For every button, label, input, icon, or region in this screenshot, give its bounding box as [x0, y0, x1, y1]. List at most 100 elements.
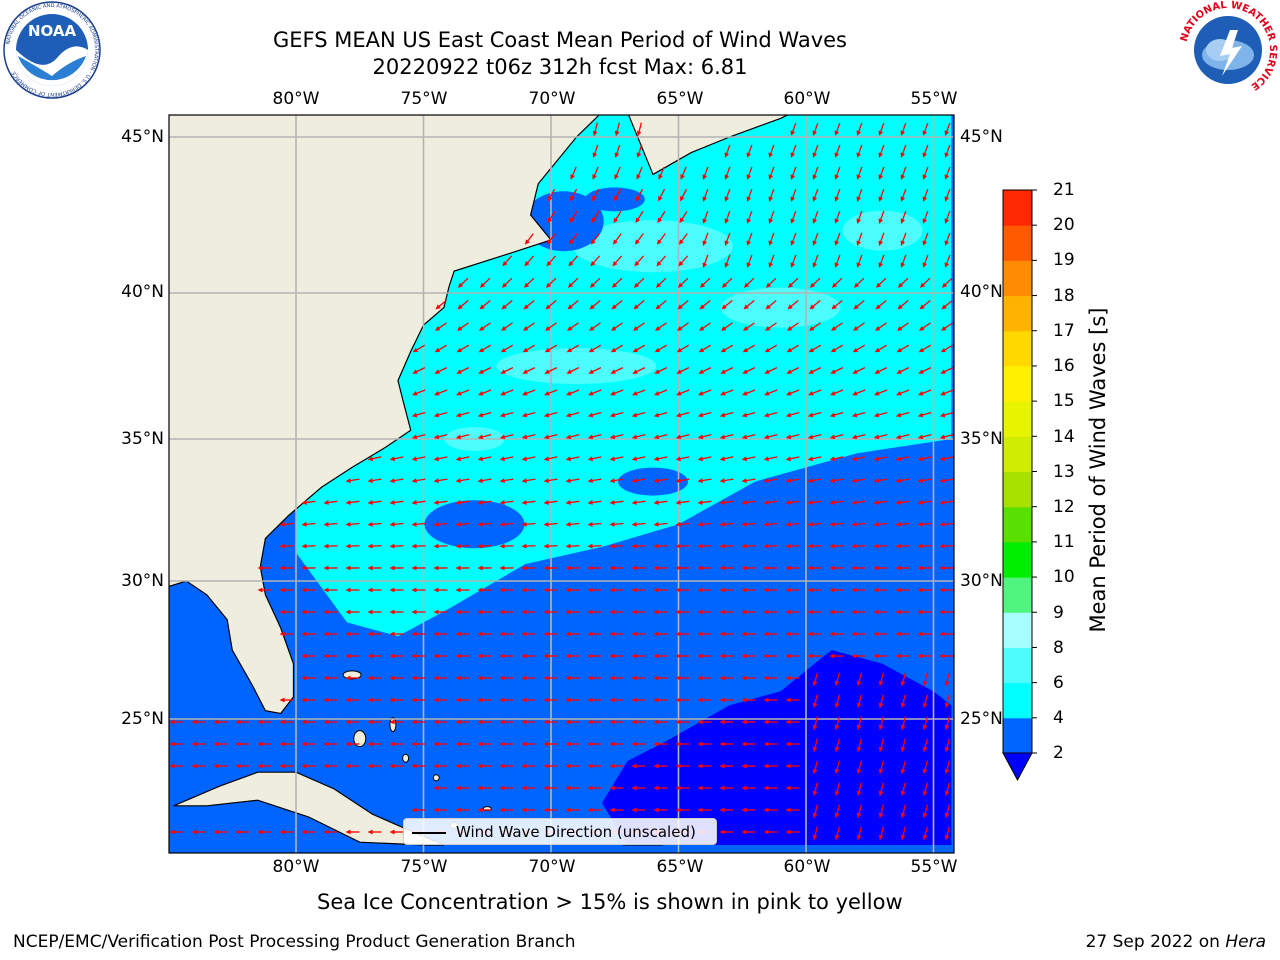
wind-wave-arrow [746, 210, 753, 224]
wind-wave-arrow [455, 675, 470, 681]
wind-wave-arrow [609, 741, 624, 747]
wind-wave-arrow [939, 631, 954, 637]
arrow-head [829, 434, 836, 440]
arrow-head [455, 675, 461, 681]
wind-wave-arrow [719, 807, 734, 813]
colorbar-tick: 13 [1053, 462, 1075, 482]
arrow-head [834, 768, 840, 775]
arrow-head [812, 174, 818, 180]
wind-wave-arrow [785, 456, 800, 462]
wind-wave-arrow [609, 434, 624, 440]
wind-wave-arrow [719, 675, 734, 681]
arrow-head [433, 675, 439, 681]
arrow-head [856, 834, 862, 841]
wind-wave-arrow [697, 653, 712, 659]
wind-wave-arrow [895, 434, 910, 440]
arrow-head [433, 521, 439, 527]
wind-wave-arrow [829, 543, 844, 549]
wind-wave-arrow [279, 741, 294, 747]
wind-wave-arrow [741, 807, 756, 813]
wind-wave-arrow [169, 763, 184, 769]
wind-wave-arrow [897, 277, 909, 288]
arrow-head [389, 500, 395, 505]
wind-wave-arrow [719, 609, 734, 615]
wind-wave-arrow [675, 741, 690, 747]
arrow-head [768, 262, 774, 268]
wind-wave-arrow [676, 344, 690, 353]
arrow-head [676, 391, 682, 396]
wind-wave-arrow [279, 829, 294, 835]
wind-wave-arrow [878, 144, 885, 158]
arrow-head [812, 130, 818, 136]
footer-machine: Hera [1225, 932, 1266, 952]
arrow-head [367, 697, 373, 703]
wind-wave-arrow [543, 675, 558, 681]
wind-wave-arrow [834, 804, 841, 819]
arrow-head [873, 500, 879, 505]
arrow-head [900, 812, 906, 819]
arrow-head [323, 719, 329, 725]
wind-wave-arrow [456, 344, 470, 353]
wind-wave-arrow [873, 565, 888, 571]
arrow-head [675, 412, 682, 418]
arrow-head [635, 217, 641, 224]
wind-wave-arrow [411, 609, 426, 615]
arrow-head [812, 240, 818, 246]
arrow-head [345, 587, 351, 593]
arrow-head [301, 675, 307, 681]
wind-wave-arrow [807, 587, 822, 593]
wind-wave-arrow [944, 122, 951, 136]
arrow-head [851, 521, 857, 527]
arrow-head [944, 218, 950, 224]
footer-date-text: 27 Sep 2022 on [1085, 932, 1220, 952]
arrow-head [812, 262, 818, 268]
arrow-head [922, 746, 928, 753]
wind-wave-arrow [455, 609, 470, 615]
arrow-head [499, 763, 505, 769]
wind-wave-arrow [856, 672, 863, 687]
arrow-head [455, 587, 461, 593]
arrow-head [478, 369, 484, 374]
wind-wave-arrow [702, 254, 709, 268]
arrow-head [433, 785, 439, 791]
arrow-head [610, 369, 616, 374]
arrow-head [301, 500, 307, 505]
arrow-head [719, 829, 725, 835]
wind-wave-arrow [565, 565, 580, 571]
arrow-head [433, 741, 439, 747]
arrow-head [565, 741, 571, 747]
arrow-head [235, 741, 241, 747]
wind-wave-arrow [367, 763, 382, 769]
lat-tick-left: 25°N [121, 709, 164, 729]
arrow-head [721, 326, 727, 331]
arrow-head [389, 456, 396, 462]
arrow-head [741, 478, 747, 483]
wind-wave-arrow [763, 763, 778, 769]
wind-wave-arrow [367, 631, 382, 637]
colorbar-segment [1003, 647, 1032, 684]
wind-wave-arrow [653, 785, 668, 791]
wind-wave-arrow [697, 543, 712, 549]
arrow-head [499, 412, 506, 418]
wind-wave-arrow [741, 631, 756, 637]
arrow-head [323, 543, 329, 549]
arrow-head [878, 702, 884, 709]
wind-wave-arrow [834, 254, 841, 268]
wind-wave-arrow [768, 144, 775, 158]
arrow-head [323, 587, 329, 593]
arrow-head [389, 587, 395, 593]
wind-wave-arrow [169, 719, 184, 725]
wind-wave-arrow [592, 122, 598, 137]
arrow-head [895, 631, 901, 637]
wind-wave-arrow [389, 763, 404, 769]
arrow-head [719, 741, 725, 747]
arrow-head [741, 763, 747, 769]
wind-wave-arrow [544, 389, 558, 396]
wind-wave-arrow [614, 122, 620, 137]
wind-wave-arrow [856, 166, 863, 180]
wind-wave-arrow [521, 478, 536, 483]
wind-wave-arrow [941, 277, 953, 288]
colorbar-tick: 8 [1053, 638, 1064, 658]
arrow-head [763, 456, 770, 462]
wind-wave-arrow [633, 300, 645, 310]
